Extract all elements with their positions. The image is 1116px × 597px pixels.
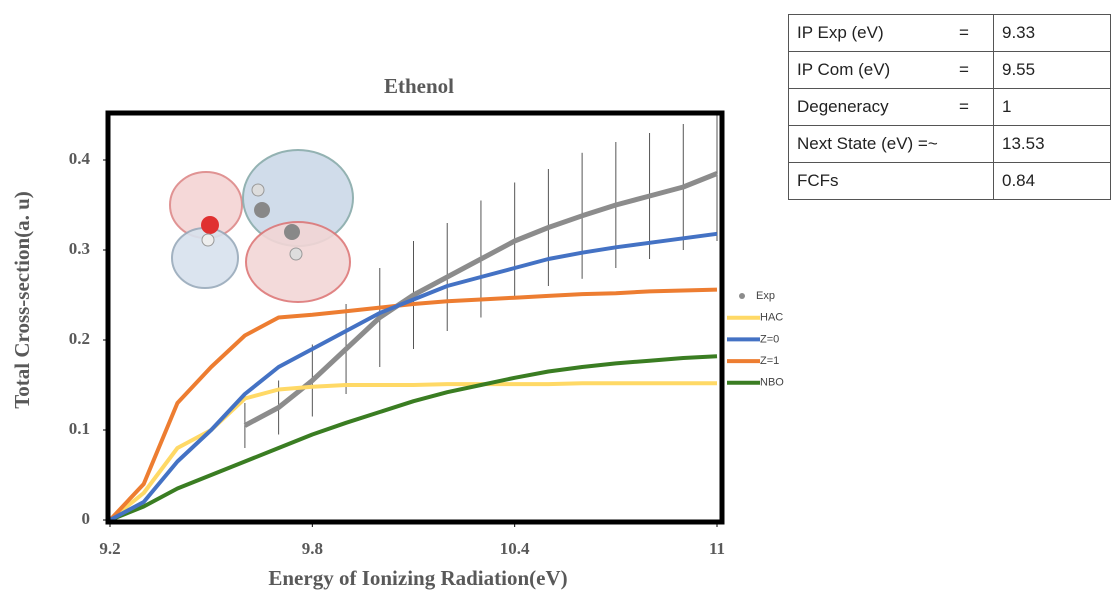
molecule-illustration xyxy=(170,150,353,302)
x-tick-label: 11 xyxy=(709,539,725,558)
table-row: IP Exp (eV) = 9.33 xyxy=(789,15,1111,52)
equals-sign: = xyxy=(959,97,969,117)
value-cell: 9.33 xyxy=(994,15,1111,52)
table-row: IP Com (eV) = 9.55 xyxy=(789,52,1111,89)
table-row: FCFs 0.84 xyxy=(789,163,1111,200)
chart-title: Ethenol xyxy=(384,74,454,98)
label-cell: Next State (eV) =~ xyxy=(789,126,994,163)
y-tick-label: 0.1 xyxy=(69,419,90,438)
cell-text: FCFs xyxy=(797,171,839,190)
table-row: Next State (eV) =~ 13.53 xyxy=(789,126,1111,163)
table: IP Exp (eV) = 9.33 IP Com (eV) = 9.55 Degenera… xyxy=(788,14,1111,200)
label-cell: IP Exp (eV) = xyxy=(789,15,994,52)
equals-sign: = xyxy=(959,23,969,43)
cell-text: 1 xyxy=(1002,97,1011,116)
info-table: IP Exp (eV) = 9.33 IP Com (eV) = 9.55 Degenera… xyxy=(788,14,1111,200)
legend-label: Z=1 xyxy=(760,355,779,367)
value-cell: 9.55 xyxy=(994,52,1111,89)
cell-text: Degeneracy xyxy=(797,97,889,116)
cell-text: 0.84 xyxy=(1002,171,1035,190)
x-tick-label: 9.8 xyxy=(302,539,323,558)
plot-area xyxy=(110,106,717,520)
x-tick-label: 10.4 xyxy=(500,539,530,558)
value-cell: 0.84 xyxy=(994,163,1111,200)
label-cell: FCFs xyxy=(789,163,994,200)
table-row: Degeneracy = 1 xyxy=(789,89,1111,126)
label-cell: Degeneracy = xyxy=(789,89,994,126)
cell-text: 13.53 xyxy=(1002,134,1045,153)
cell-text: 9.55 xyxy=(1002,60,1035,79)
legend-label: Z=0 xyxy=(760,333,779,345)
series-line xyxy=(110,383,717,520)
y-tick-label: 0.3 xyxy=(69,239,90,258)
cell-text: 9.33 xyxy=(1002,23,1035,42)
equals-sign: = xyxy=(959,60,969,80)
value-cell: 1 xyxy=(994,89,1111,126)
y-tick-label: 0.4 xyxy=(69,149,91,168)
y-tick-label: 0 xyxy=(82,509,91,528)
legend-marker xyxy=(739,293,745,299)
value-cell: 13.53 xyxy=(994,126,1111,163)
legend-label: HAC xyxy=(760,312,783,324)
cell-text: IP Com (eV) xyxy=(797,60,890,79)
cell-text: IP Exp (eV) xyxy=(797,23,884,42)
legend-label: Exp xyxy=(756,290,775,302)
y-tick-label: 0.2 xyxy=(69,329,90,348)
y-axis-label: Total Cross-section(a. u) xyxy=(10,191,34,409)
legend-label: NBO xyxy=(760,377,784,389)
cell-text: Next State (eV) =~ xyxy=(797,134,938,153)
x-tick-label: 9.2 xyxy=(99,539,120,558)
x-axis-label: Energy of Ionizing Radiation(eV) xyxy=(268,566,567,590)
label-cell: IP Com (eV) = xyxy=(789,52,994,89)
page: Ethenol Energy of Ionizing Radiation(eV)… xyxy=(0,0,1116,592)
